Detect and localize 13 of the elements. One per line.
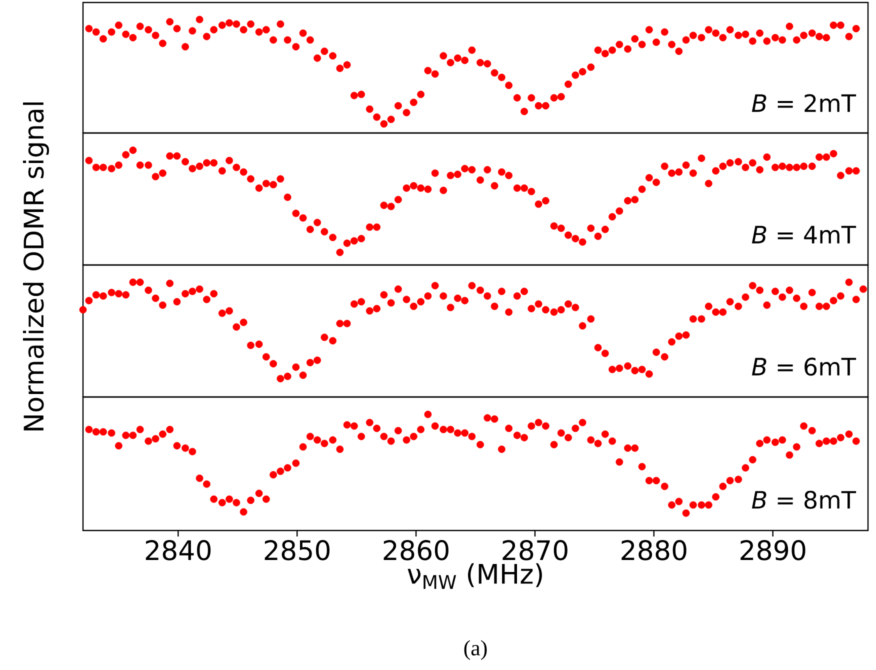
text: (a) (464, 640, 487, 660)
x-tick-label: 2880 (622, 540, 686, 560)
x-tick-label: 2870 (502, 540, 568, 560)
x-tick-label: 2890 (740, 540, 806, 560)
annotation: B = 8mT (752, 490, 856, 509)
annotation: B = 4mT (752, 226, 856, 244)
annotation: B = 2mT (752, 94, 856, 112)
y-axis-title: Normalized ODMR signal (22, 102, 50, 430)
x-axis-title: ν$_{MW}$ (MHz) (408, 563, 542, 589)
x-tick-label: 2850 (264, 540, 330, 560)
x-tick-label: 2860 (384, 540, 448, 560)
annotation: B = 6mT (752, 358, 856, 376)
x-tick-label: 2840 (146, 540, 211, 560)
